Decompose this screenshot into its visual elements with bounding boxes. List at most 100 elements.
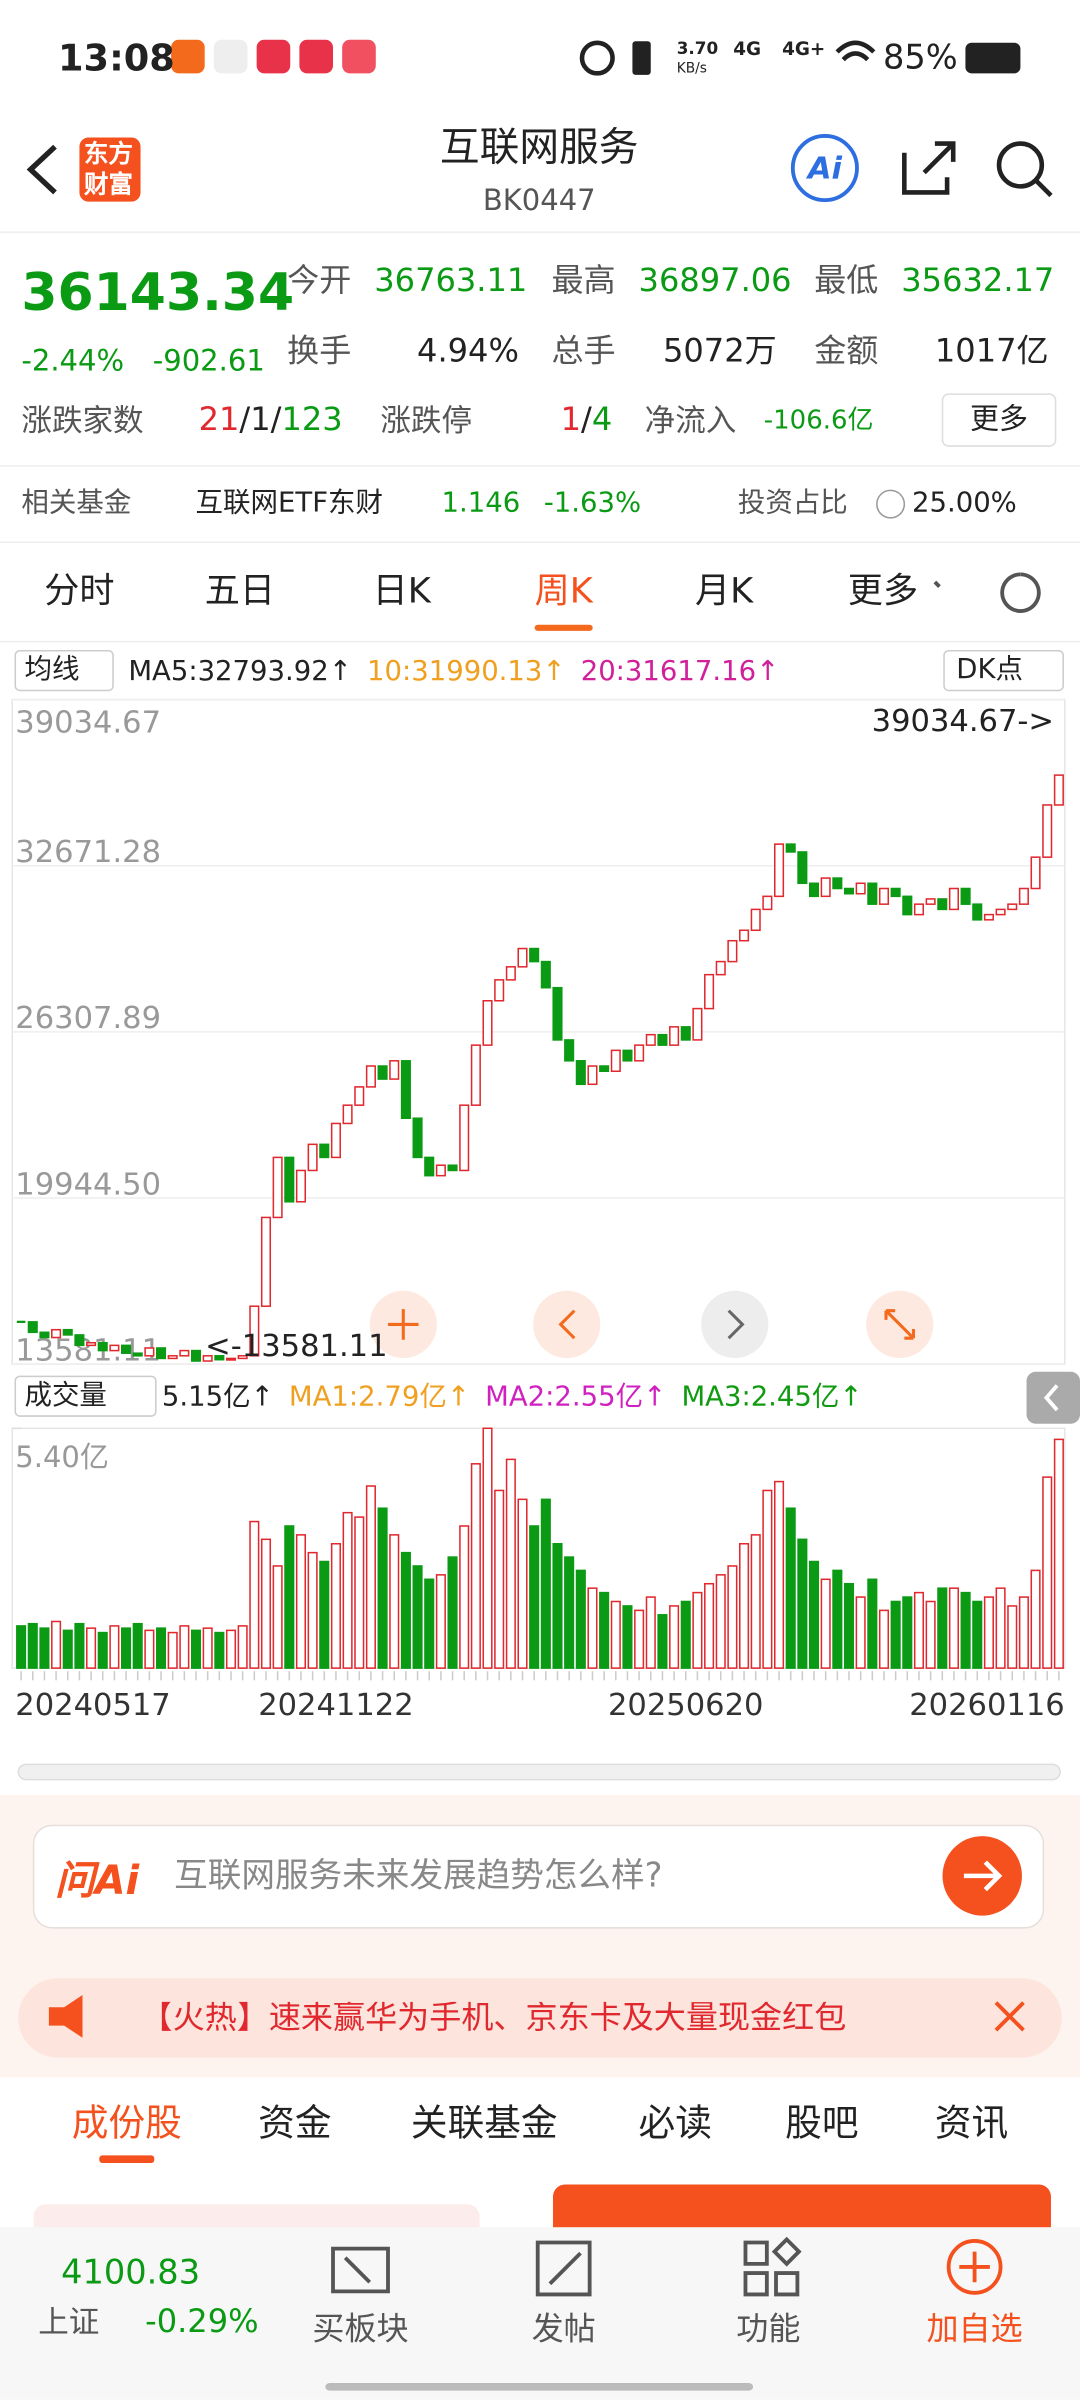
x-tick-label: 20260116 <box>909 1688 1064 1723</box>
value: 36763.11 <box>374 261 528 299</box>
candle <box>669 1026 680 1046</box>
volume-bar <box>669 1605 680 1669</box>
volume-bar <box>704 1582 715 1669</box>
candle <box>680 1026 691 1041</box>
help-icon[interactable] <box>876 489 906 519</box>
section-tab[interactable]: 股吧 <box>785 2101 859 2145</box>
tab[interactable]: 日K <box>372 572 431 612</box>
ai-button[interactable] <box>790 134 859 203</box>
more-button[interactable] <box>941 393 1057 447</box>
section-tab[interactable]: 成份股 <box>71 2101 182 2145</box>
candle <box>179 1349 190 1357</box>
limits: 1/4 <box>561 400 613 438</box>
change: -902.61 <box>152 344 265 379</box>
prev[interactable] <box>533 1290 601 1359</box>
ask-box[interactable] <box>32 1824 1045 1929</box>
volume-bar <box>377 1507 388 1669</box>
alarm-icon <box>579 40 615 76</box>
label: 换手 <box>287 332 352 369</box>
back-icon[interactable] <box>26 144 57 195</box>
candle <box>482 999 493 1046</box>
volume-bar <box>680 1600 691 1669</box>
section-tab[interactable]: 关联基金 <box>410 2101 558 2145</box>
prev <box>558 1309 576 1340</box>
section-tab[interactable]: 资金 <box>258 2101 332 2145</box>
collapse-button[interactable] <box>1026 1371 1080 1424</box>
speaker-icon <box>48 1995 83 2038</box>
ask-prompt[interactable]: 互联网服务未来发展趋势怎么样? <box>174 1857 663 1896</box>
more[interactable]: 更多 <box>970 402 1029 437</box>
candle <box>51 1328 62 1339</box>
volume-bar <box>610 1600 621 1669</box>
y-tick-label: 32671.28 <box>15 835 161 870</box>
volume-bar <box>179 1625 190 1669</box>
candle <box>622 1049 633 1062</box>
wifi-icon <box>835 40 876 62</box>
ma-selector[interactable] <box>14 649 114 692</box>
nav-icon[interactable] <box>743 2236 802 2297</box>
nav-icon[interactable] <box>535 2240 592 2297</box>
banner[interactable] <box>18 1978 1062 2058</box>
nav-icon[interactable] <box>331 2246 390 2294</box>
banner-text[interactable]: 【火热】速来赢华为手机、京东卡及大量现金红包 <box>140 2001 847 2034</box>
volume-bar <box>86 1627 97 1669</box>
close-banner[interactable] <box>994 2001 1025 2032</box>
candle <box>704 973 715 1010</box>
volume-bar <box>494 1489 505 1669</box>
candle <box>121 1344 132 1354</box>
candle <box>715 960 726 976</box>
candle <box>86 1341 97 1347</box>
tab[interactable]: 月K <box>694 572 754 612</box>
volume-bar <box>319 1560 330 1669</box>
volume-bar <box>249 1520 260 1669</box>
ai-label[interactable]: Ai <box>807 149 842 187</box>
indicator-label[interactable]: 成交量 <box>24 1379 107 1412</box>
candle <box>284 1156 295 1203</box>
volume-bar <box>902 1596 913 1669</box>
tab-active[interactable]: 周K <box>534 572 593 612</box>
share-icon[interactable] <box>902 141 956 195</box>
volume-bar <box>400 1551 411 1669</box>
indicator-selector[interactable] <box>14 1375 157 1417</box>
x-tick-label: 20250620 <box>608 1688 763 1723</box>
nav-item[interactable]: 买板块 <box>312 2310 409 2348</box>
volume-bar <box>39 1627 50 1669</box>
sep: / <box>239 400 251 438</box>
nav-item[interactable]: 功能 <box>736 2310 801 2348</box>
section-tab[interactable]: 必读 <box>638 2101 712 2145</box>
search-icon[interactable] <box>996 141 1045 189</box>
section-tab[interactable]: 资讯 <box>934 2101 1009 2145</box>
ma-selector-label[interactable]: 均线 <box>24 653 80 686</box>
nav-item[interactable]: 加自选 <box>926 2310 1023 2348</box>
volume-bar <box>1030 1569 1041 1669</box>
nav-icon[interactable] <box>946 2239 1003 2295</box>
candle <box>564 1039 575 1062</box>
dk-label[interactable]: DK点 <box>956 653 1023 686</box>
nav-icon <box>959 2251 990 2283</box>
network: 4G <box>733 38 762 60</box>
nav-item[interactable]: 发帖 <box>531 2310 596 2348</box>
collapse-button <box>1043 1384 1059 1412</box>
logo <box>79 137 141 202</box>
dk-button[interactable] <box>943 649 1064 692</box>
y-tick-label: 13581.11 <box>15 1333 161 1368</box>
sep: / <box>581 400 592 438</box>
label: 金额 <box>814 332 879 369</box>
scrollbar[interactable] <box>17 1763 1061 1781</box>
settings-icon[interactable] <box>933 572 1041 613</box>
candle <box>505 966 516 981</box>
candle <box>39 1331 50 1339</box>
volume-bar <box>913 1591 925 1669</box>
search-icon <box>1034 178 1053 198</box>
tab[interactable]: 五日 <box>204 572 275 612</box>
volume-bar <box>797 1538 808 1669</box>
tab[interactable]: 更多 <box>847 572 919 612</box>
tab[interactable]: 分时 <box>44 572 115 612</box>
candle <box>855 882 866 895</box>
fund-name[interactable]: 互联网ETF东财 <box>195 487 384 520</box>
y-tick-label: 26307.89 <box>15 1001 161 1036</box>
next[interactable] <box>701 1290 769 1359</box>
logo-text: 东方 <box>84 139 133 169</box>
volume-bar <box>482 1427 493 1669</box>
price: 36143.34 <box>21 262 295 324</box>
